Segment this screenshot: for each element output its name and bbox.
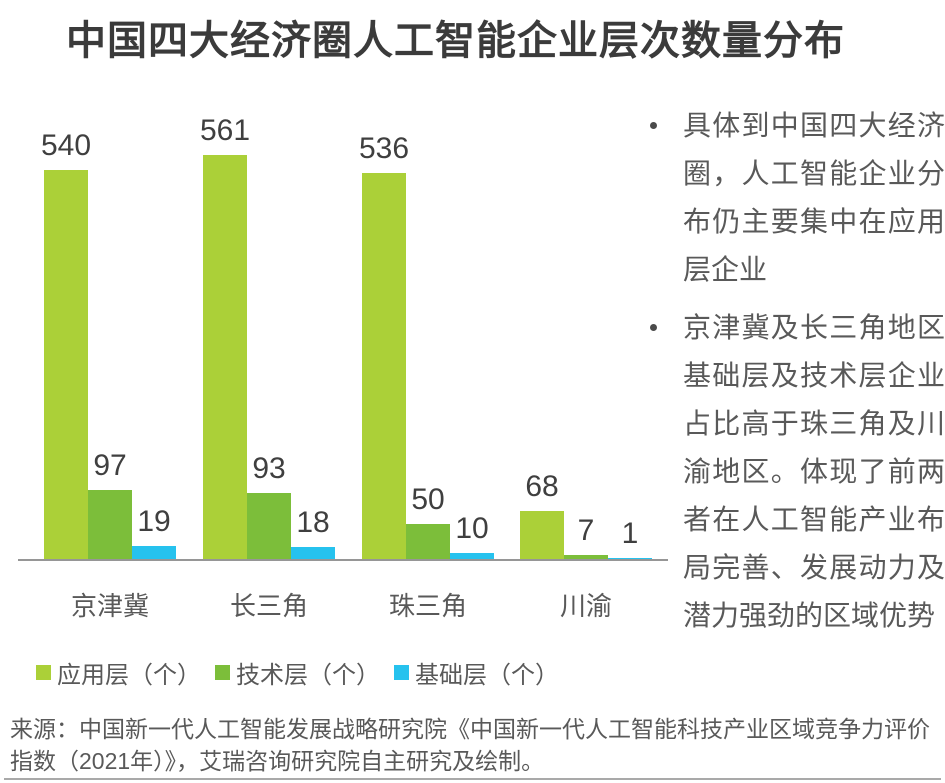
legend-swatch-icon xyxy=(36,665,51,680)
legend-item: 技术层（个） xyxy=(215,655,380,690)
bar-value-label: 536 xyxy=(358,132,410,165)
page-title: 中国四大经济圈人工智能企业层次数量分布 xyxy=(66,19,845,63)
chart-legend: 应用层（个） 技术层（个） 基础层（个） xyxy=(36,655,573,690)
bar xyxy=(520,511,564,560)
bar-value-label: 10 xyxy=(455,512,489,545)
bar-value-label: 18 xyxy=(296,506,330,539)
bar xyxy=(564,555,608,560)
note-text: 京津冀及长三角地区基础层及技术层企业占比高于珠三角及川渝地区。体现了前两者在人工… xyxy=(683,312,945,631)
note-text: 具体到中国四大经济圈，人工智能企业分布仍主要集中在应用层企业 xyxy=(683,110,945,285)
source-note: 来源：中国新一代人工智能发展战略研究院《中国新一代人工智能科技产业区域竞争力评价… xyxy=(10,716,930,774)
bullet-dot-icon xyxy=(650,122,657,129)
bar xyxy=(88,490,132,560)
bar xyxy=(362,173,406,560)
bar xyxy=(203,155,247,560)
bar-value-label: 540 xyxy=(40,129,92,162)
bar-value-label: 19 xyxy=(137,505,171,538)
bar xyxy=(406,524,450,560)
bar-value-label: 93 xyxy=(252,452,286,485)
x-axis-label: 京津冀 xyxy=(70,591,150,621)
plot-area: 540 97 19 561 93 18 536 50 10 68 7 1 xyxy=(40,110,654,560)
bar-value-label: 68 xyxy=(525,470,559,503)
x-axis-labels: 京津冀 长三角 珠三角 川渝 xyxy=(44,586,654,622)
bar-value-label: 1 xyxy=(621,517,639,550)
x-axis-label: 珠三角 xyxy=(388,591,468,621)
note-bullet: 具体到中国四大经济圈，人工智能企业分布仍主要集中在应用层企业 xyxy=(650,102,945,294)
bar-value-label: 7 xyxy=(577,514,595,547)
bar xyxy=(291,547,335,560)
legend-swatch-icon xyxy=(215,665,230,680)
legend-label: 基础层（个） xyxy=(415,662,559,689)
bottom-divider xyxy=(4,778,941,780)
x-axis-label: 长三角 xyxy=(229,591,309,621)
notes-panel: 具体到中国四大经济圈，人工智能企业分布仍主要集中在应用层企业 京津冀及长三角地区… xyxy=(650,102,945,640)
bar xyxy=(44,170,88,560)
bar-value-label: 561 xyxy=(199,114,251,147)
bar xyxy=(450,553,494,560)
legend-label: 应用层（个） xyxy=(57,662,201,689)
bar-value-label: 50 xyxy=(411,483,445,516)
x-axis-line xyxy=(18,559,668,561)
note-bullet: 京津冀及长三角地区基础层及技术层企业占比高于珠三角及川渝地区。体现了前两者在人工… xyxy=(650,304,945,640)
legend-item: 应用层（个） xyxy=(36,655,201,690)
x-axis-label: 川渝 xyxy=(559,591,613,621)
legend-label: 技术层（个） xyxy=(236,662,380,689)
bar-value-label: 97 xyxy=(93,449,127,482)
bullet-dot-icon xyxy=(650,324,657,331)
legend-item: 基础层（个） xyxy=(394,655,559,690)
bar xyxy=(247,493,291,560)
bar xyxy=(132,546,176,560)
legend-swatch-icon xyxy=(394,665,409,680)
